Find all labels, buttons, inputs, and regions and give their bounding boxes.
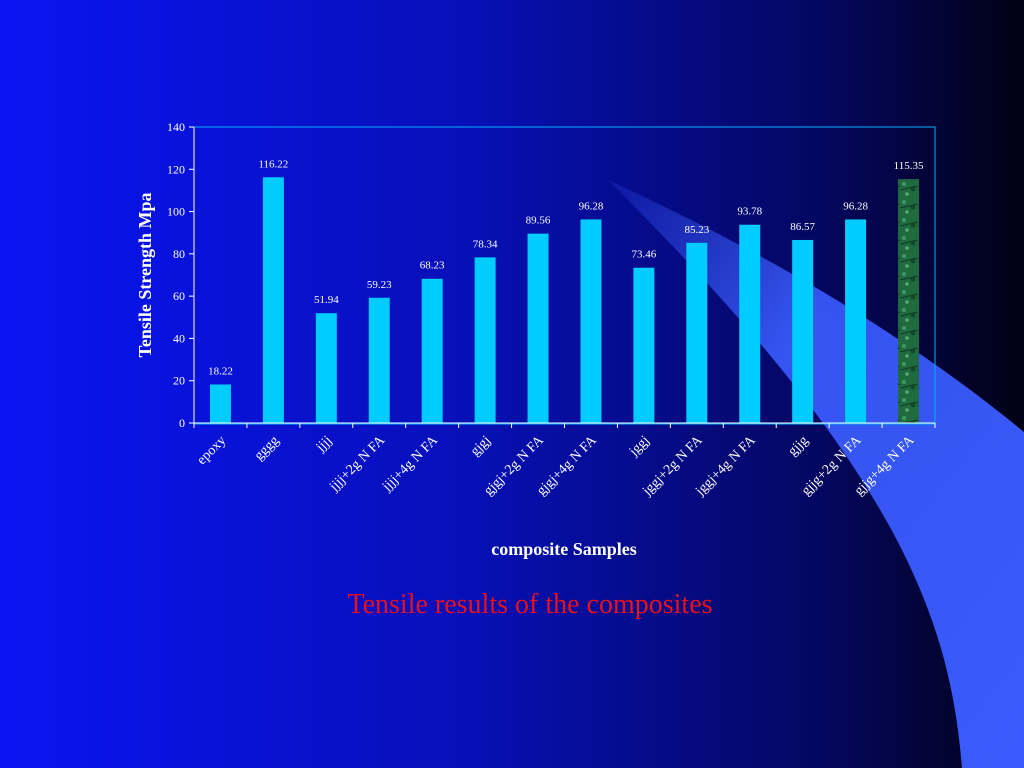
y-tick-label: 80 bbox=[173, 247, 185, 261]
bar-value-label: 78.34 bbox=[473, 238, 498, 250]
y-tick-label: 0 bbox=[179, 416, 185, 430]
bar-value-label: 86.57 bbox=[790, 221, 815, 233]
x-tick-label: jjjj+4g N FA bbox=[379, 433, 441, 495]
bar-value-label: 18.22 bbox=[208, 365, 233, 377]
bar-value-label: 96.28 bbox=[579, 200, 604, 212]
y-tick-label: 140 bbox=[167, 120, 185, 134]
bar bbox=[580, 219, 602, 423]
bar bbox=[368, 297, 390, 423]
plot-area-border bbox=[193, 126, 936, 425]
bar-value-label: 51.94 bbox=[314, 294, 339, 306]
bar-value-label: 116.22 bbox=[258, 158, 288, 170]
bar bbox=[845, 219, 867, 423]
bar bbox=[474, 257, 496, 423]
bar bbox=[421, 278, 443, 423]
y-tick-label: 120 bbox=[167, 162, 185, 176]
bar bbox=[527, 233, 549, 423]
bar bbox=[633, 267, 655, 423]
x-axis-title: composite Samples bbox=[491, 539, 637, 559]
y-axis-title: Tensile Strength Mpa bbox=[135, 192, 155, 357]
y-axis: 0 20 40 60 80 100 120 140 bbox=[167, 120, 195, 430]
x-tick-label: gjgj bbox=[468, 433, 494, 459]
bar-value-label: 73.46 bbox=[632, 249, 657, 261]
bar-value-label: 59.23 bbox=[367, 279, 392, 291]
bars-group: 18.22 116.22 51.94 59.23 68.23 78.34 89.56 96.2… bbox=[208, 158, 924, 423]
x-tick-label: gggg bbox=[252, 433, 282, 463]
bar bbox=[792, 239, 814, 423]
bar-value-label: 93.78 bbox=[737, 206, 762, 218]
bar-value-label: 68.23 bbox=[420, 260, 445, 272]
x-tick-label: epoxy bbox=[194, 433, 229, 468]
x-tick-label: gjjg bbox=[785, 433, 811, 459]
y-tick-label: 60 bbox=[173, 289, 185, 303]
bar bbox=[686, 242, 708, 423]
bar-value-label: 96.28 bbox=[843, 200, 868, 212]
decorative-ribbon bbox=[608, 180, 1024, 768]
bar bbox=[315, 313, 337, 423]
bar-value-label: 115.35 bbox=[894, 160, 924, 172]
x-tick-label: jggj bbox=[626, 433, 653, 460]
x-tick-label: jjjj+2g N FA bbox=[326, 433, 388, 495]
y-tick-label: 20 bbox=[173, 374, 185, 388]
slide-caption: Tensile results of the composites bbox=[347, 589, 713, 620]
x-tick-label: jjjj bbox=[313, 433, 335, 455]
bar bbox=[262, 177, 284, 423]
bar bbox=[898, 179, 920, 423]
y-tick-label: 100 bbox=[167, 205, 185, 219]
bar bbox=[739, 224, 761, 423]
bar-value-label: 85.23 bbox=[684, 224, 709, 236]
bar-value-label: 89.56 bbox=[526, 215, 551, 227]
bar bbox=[209, 384, 231, 423]
y-tick-label: 40 bbox=[173, 331, 185, 345]
